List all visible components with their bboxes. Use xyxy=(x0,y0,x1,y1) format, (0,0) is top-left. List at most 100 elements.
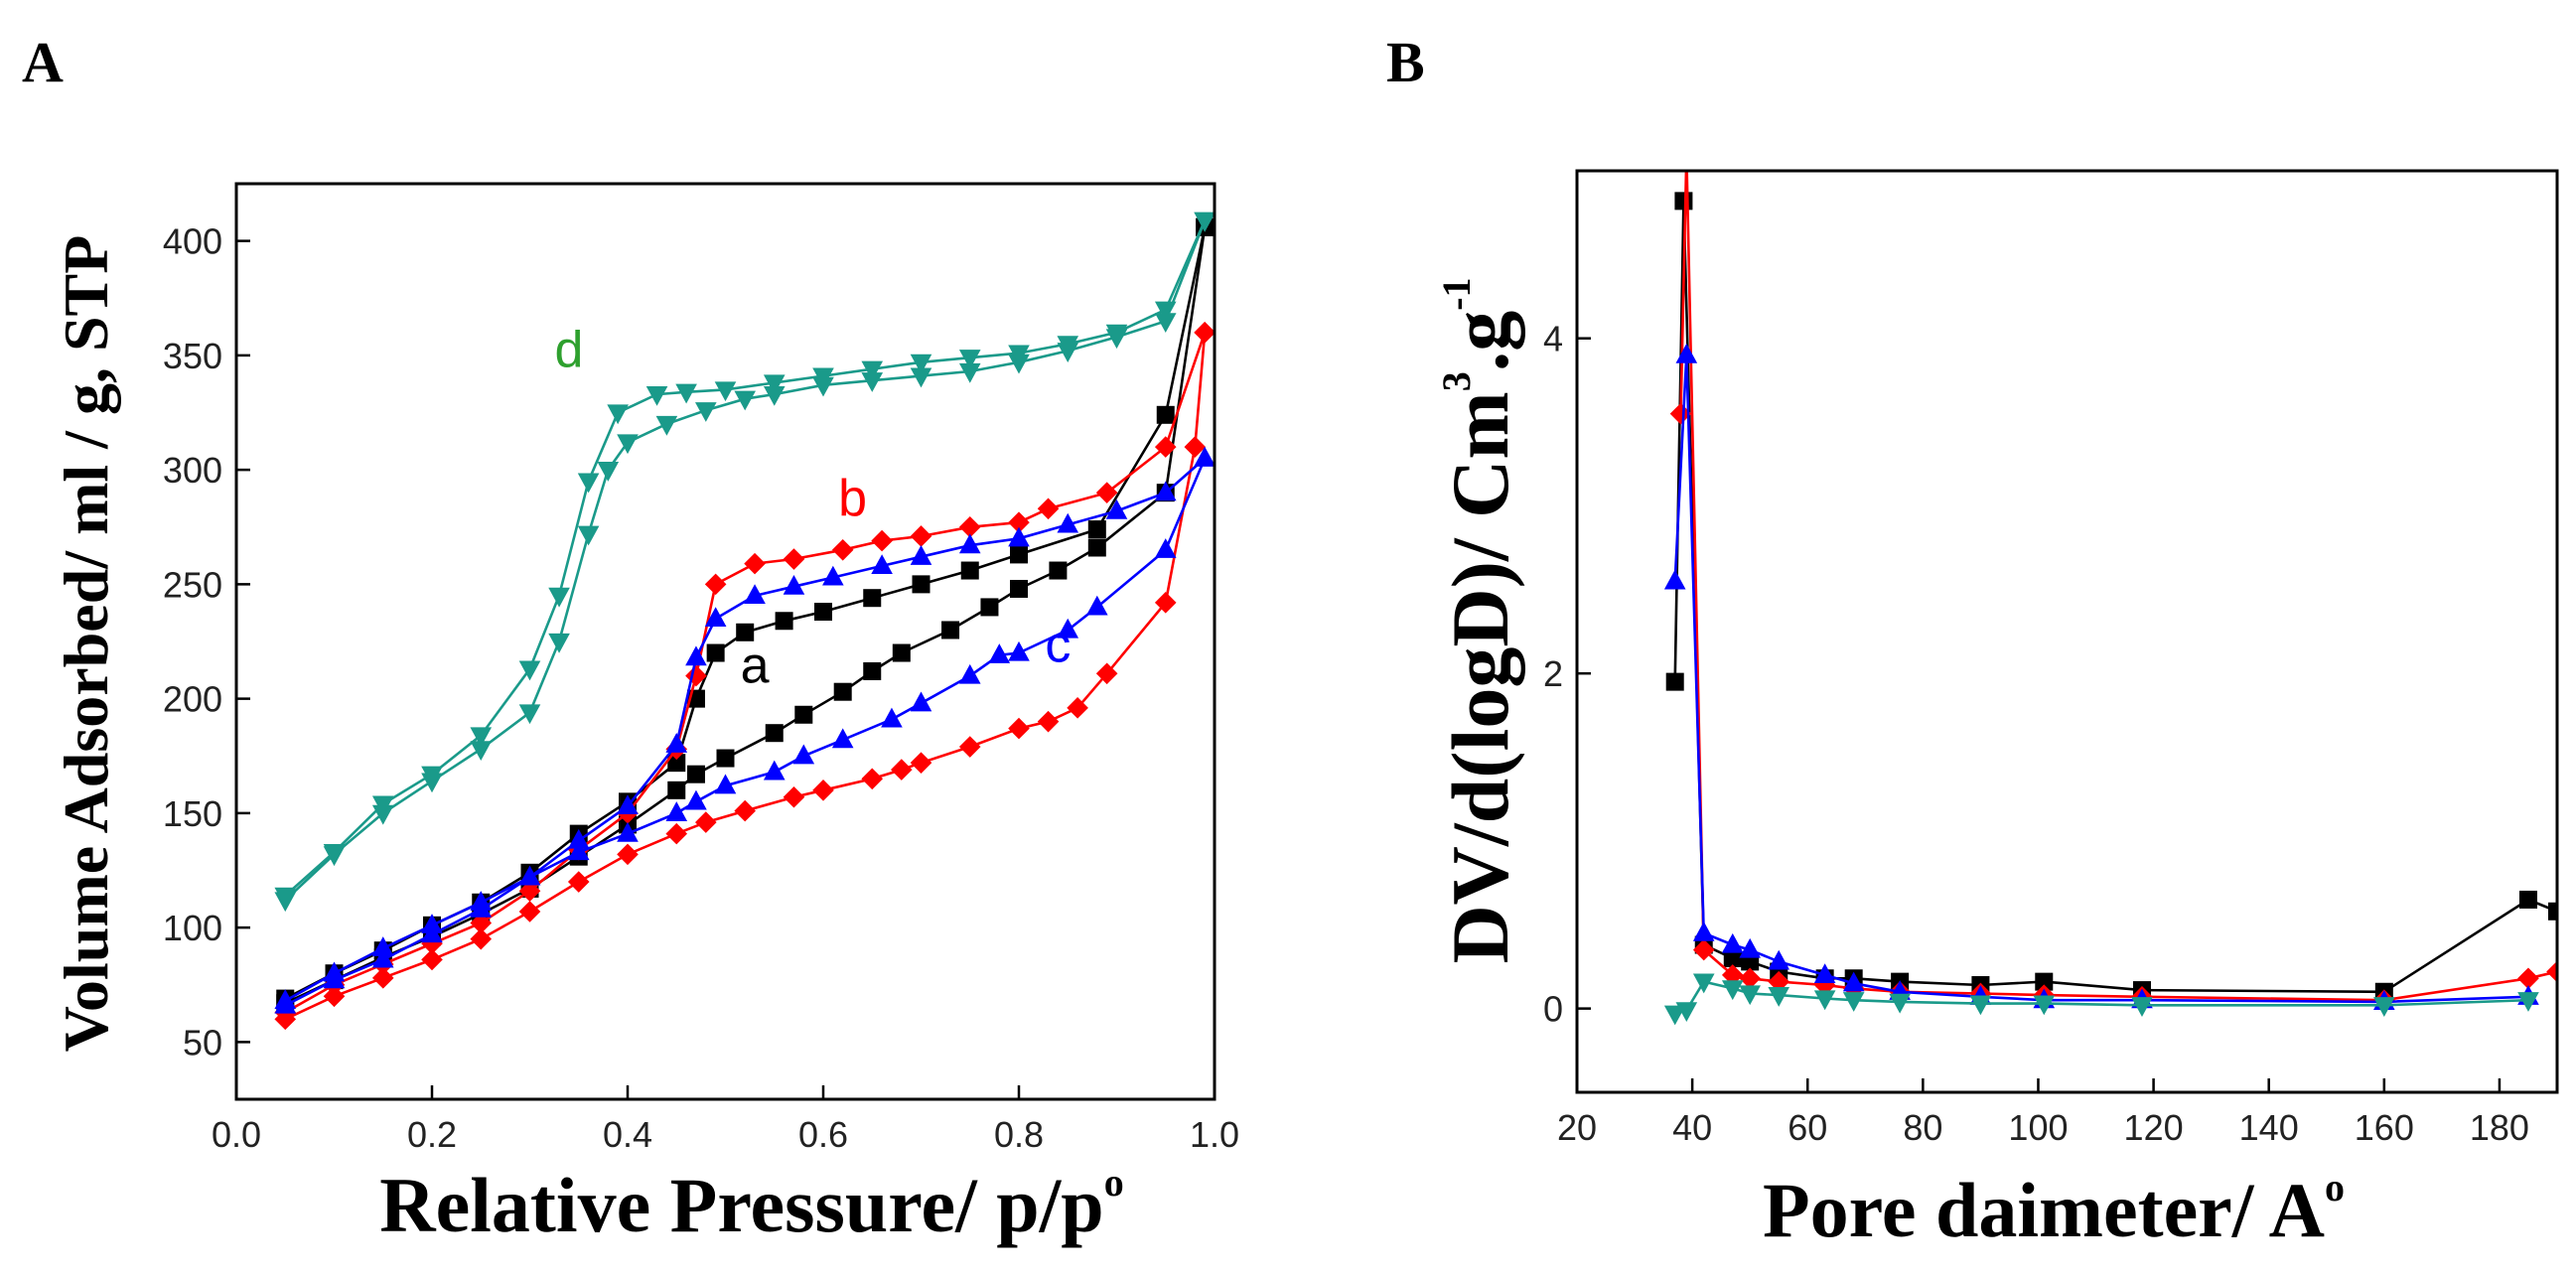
panel-a-series-d-point xyxy=(861,372,884,392)
panel-b-series-c xyxy=(1663,343,2539,1010)
panel-a-series-c-point xyxy=(323,968,346,989)
panel-a-series-d-point xyxy=(607,404,629,425)
panel-a-series-c-point xyxy=(1194,446,1215,467)
panel-a-series-b-point xyxy=(861,768,884,790)
panel-a-y-tick-label: 100 xyxy=(163,908,222,948)
panel-b-x-tick-label: 80 xyxy=(1903,1107,1942,1148)
panel-a-series-c-point xyxy=(1154,481,1177,501)
panel-a-series-a-point xyxy=(814,603,832,622)
panel-b-series-a-point xyxy=(1674,192,1693,211)
panel-b-series-a-point xyxy=(1665,672,1684,691)
panel-a-series-c-point xyxy=(1086,595,1108,616)
panel-a-series-b-point xyxy=(518,880,541,903)
panel-a-series-d-line-desorption xyxy=(284,219,1207,897)
panel-a-x-tick-label: 0.6 xyxy=(798,1114,848,1155)
panel-a-curve-label-d: d xyxy=(554,321,583,378)
panel-a-series-c-point xyxy=(704,607,727,628)
panel-a-series-c-point xyxy=(822,565,844,586)
panel-a-series-c-line-desorption xyxy=(284,457,1207,1007)
panel-a-series-d-point xyxy=(470,741,493,762)
panel-a-series-c-point xyxy=(910,545,932,565)
panel-a-series-b-point xyxy=(421,948,443,971)
panel-a-series-a-point xyxy=(794,705,813,724)
panel-a-series-d-point xyxy=(812,367,834,388)
panel-a-series-d-point xyxy=(577,473,600,494)
panel-b-series-d-point xyxy=(1969,995,1992,1016)
panel-a-y-tick-label: 50 xyxy=(183,1022,222,1063)
panel-a-series-c-point xyxy=(714,774,737,794)
panel-a-series-d xyxy=(274,212,1215,913)
panel-a-series-c-point xyxy=(958,533,981,554)
panel-a-series-c-point xyxy=(665,801,688,821)
panel-b-series-group xyxy=(1663,171,2557,1026)
panel-a-series-d-point xyxy=(421,766,443,786)
panel-a-y-tick-label: 250 xyxy=(163,564,222,605)
panel-a-series-b-point xyxy=(871,529,893,552)
panel-a-series-d-point xyxy=(1154,301,1177,322)
panel-a-plot-area xyxy=(274,212,1215,1031)
panel-a-series-a-point xyxy=(1010,579,1028,598)
panel-a-series-b-point xyxy=(1194,322,1215,344)
panel-a-y-tick-label: 350 xyxy=(163,336,222,376)
panel-b-series-c-point xyxy=(1675,343,1698,363)
panel-a-x-tick-label: 1.0 xyxy=(1190,1114,1239,1155)
panel-a-x-tick-label: 0.0 xyxy=(212,1114,261,1155)
panel-a-series-d-point xyxy=(910,367,932,388)
panel-b-series-d-point xyxy=(1813,990,1836,1011)
panel-a-series-b-point xyxy=(958,736,981,758)
panel-a-series-b-point xyxy=(1067,697,1088,719)
panel-a-series-a-point xyxy=(892,643,911,662)
panel-a-series-c-point xyxy=(518,865,541,886)
panel-b-series-b-point xyxy=(2517,967,2539,990)
panel-a-y-tick-label: 400 xyxy=(163,221,222,262)
panel-b-series-b-point xyxy=(2546,960,2557,983)
panel-a-series-c-point xyxy=(831,728,854,749)
panel-a-series-a-point xyxy=(775,612,793,631)
panel-a-series-b-point xyxy=(910,752,932,774)
panel-a-series-c-point xyxy=(1154,538,1177,558)
panel-a-series-c-point xyxy=(371,947,394,968)
panel-a-series-a-point xyxy=(765,724,784,743)
panel-a-series-a-point xyxy=(863,589,882,608)
panel-a-series-a-point xyxy=(736,623,755,641)
panel-b-y-tick-label: 2 xyxy=(1543,653,1563,694)
panel-a-series-a-point xyxy=(1087,520,1106,539)
panel-a-series-d-point xyxy=(675,383,697,404)
panel-a-series-d-point xyxy=(323,843,346,864)
panel-b-series-b-point xyxy=(1669,402,1692,425)
panel-a-series-group xyxy=(274,212,1215,1031)
panel-a-series-b-point xyxy=(783,785,805,808)
panel-a-series-d-point xyxy=(518,704,541,725)
panel-a-series-c-point xyxy=(567,840,590,861)
panel-a-series-c-point xyxy=(763,760,786,781)
panel-a-series-c-point xyxy=(783,574,805,595)
panel-a-series-c-point xyxy=(744,584,766,604)
panel-a-series-d-point xyxy=(861,360,884,381)
panel-b-series-a xyxy=(1665,192,2557,1001)
panel-a-series-b-point xyxy=(831,539,854,561)
panel-a-series-d-point xyxy=(1105,324,1128,345)
panel-a-series-b-point xyxy=(1095,662,1118,685)
panel-b-frame xyxy=(1575,169,2559,1094)
panel-a-y-axis-title: Volume Adsorbed/ ml / g, STP xyxy=(51,235,121,1053)
panel-a-series-b-point xyxy=(783,548,805,570)
panel-b-y-axis-title: DV/d(logD)/ Cm3.g-1 xyxy=(1434,277,1525,963)
panel-a-series-d-point xyxy=(763,385,786,406)
panel-a-series-d-point xyxy=(518,660,541,681)
panel-b-series-a-point xyxy=(1723,949,1742,968)
panel-a-series-a-point xyxy=(1010,545,1028,564)
chart-panel-a: A 0.0 0.2 0.4 0.6 0.8 1.0 50 100 150 200 250 300 350… xyxy=(22,30,1239,1248)
panel-a-series-b-point xyxy=(734,799,756,822)
panel-letter-a: A xyxy=(22,30,64,94)
panel-b-series-a-point xyxy=(2548,902,2557,921)
panel-b-x-tick-label: 160 xyxy=(2355,1107,2414,1148)
panel-b-series-a-line xyxy=(1673,201,2557,994)
panel-a-series-d-point xyxy=(645,385,668,406)
panel-a-series-c-point xyxy=(871,554,893,575)
panel-b-series-b-point xyxy=(1739,967,1761,990)
panel-b-series-d xyxy=(1663,973,2539,1026)
panel-b-x-axis-title: Pore daimeter/ Ao xyxy=(1763,1165,2345,1253)
panel-a-tick-labels: 0.0 0.2 0.4 0.6 0.8 1.0 50 100 150 200 250 300 350 40… xyxy=(163,221,1239,1155)
panel-b-series-d-point xyxy=(1739,985,1761,1006)
